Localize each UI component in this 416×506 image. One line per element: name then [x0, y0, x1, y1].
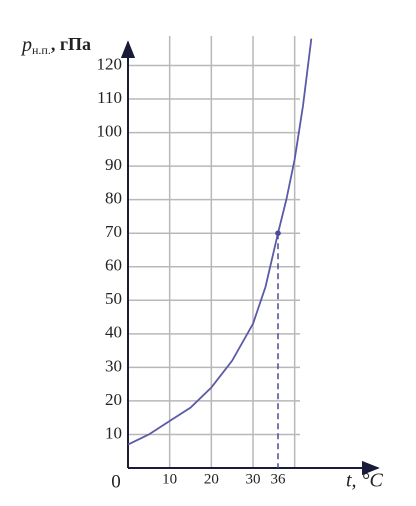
x-tick-label: 30 [246, 471, 261, 487]
y-tick-label: 50 [105, 289, 122, 308]
x-tick-label: 20 [204, 471, 219, 487]
y-tick-label: 70 [105, 222, 122, 241]
x-axis-label: t, °C [346, 470, 384, 492]
y-tick-label: 10 [105, 423, 122, 442]
y-axis-label: pн.п., гПа [20, 34, 91, 57]
y-tick-label: 100 [97, 121, 123, 140]
y-tick-label: 20 [105, 390, 122, 409]
y-tick-label: 90 [105, 155, 122, 174]
y-label-unit: , гПа [51, 34, 91, 54]
x-tick-label: 0 [111, 471, 121, 492]
y-tick-label: 80 [105, 189, 122, 208]
y-tick-label: 30 [105, 356, 122, 375]
y-tick-label: 110 [97, 88, 122, 107]
y-tick-label: 40 [105, 323, 122, 342]
y-label-symbol: p [20, 34, 32, 56]
y-tick-label: 120 [97, 54, 123, 73]
y-label-subscript: н.п. [32, 43, 51, 57]
y-tick-label: 60 [105, 256, 122, 275]
curve [127, 38, 313, 446]
x-tick-label: 10 [162, 471, 177, 487]
x-tick-label: 36 [271, 471, 287, 487]
highlight-point [275, 230, 281, 236]
